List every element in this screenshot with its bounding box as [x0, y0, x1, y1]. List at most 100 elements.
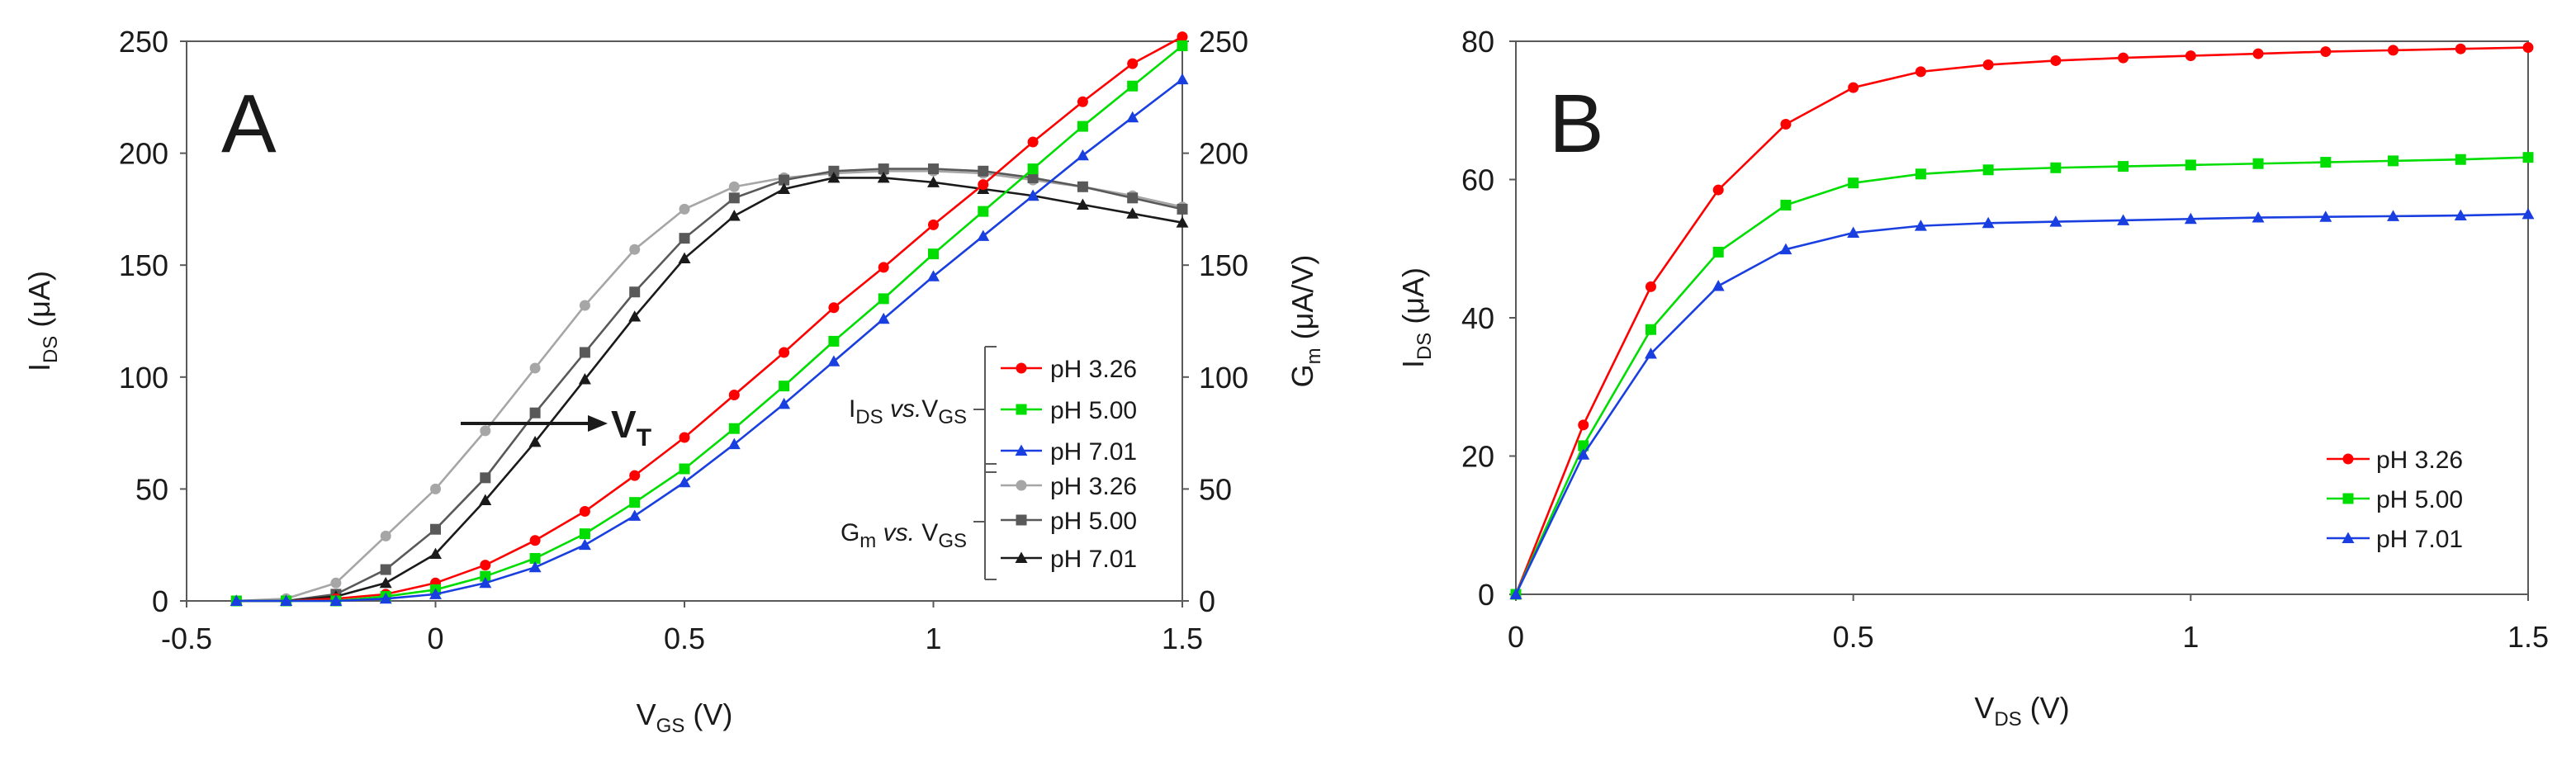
panel-a-data-point	[728, 192, 740, 204]
panel-a-vt-label-sub: T	[637, 424, 651, 452]
panel-a-data-point	[1177, 203, 1188, 215]
panel-b-data-point	[1982, 59, 1994, 70]
panel-a-y-right-tick-label: 100	[1199, 361, 1248, 395]
panel-a-data-point	[1026, 189, 1039, 201]
panel-a-x-tick-label: 0	[427, 622, 443, 655]
panel-b-data-point	[2252, 211, 2265, 223]
panel-a-y-left-axis-title-main: I	[22, 363, 56, 371]
panel-a-data-point	[1076, 149, 1089, 161]
panel-b-y-tick-label: 80	[1461, 25, 1494, 59]
panel-a-data-point	[528, 560, 542, 573]
panel-a-data-point	[828, 335, 840, 347]
panel-a-y-left-tick-label: 100	[119, 361, 168, 395]
panel-b-series-ph500	[1510, 152, 2534, 600]
panel-a-data-point	[1177, 40, 1188, 51]
panel-a-series-gm-ph701	[230, 171, 1189, 606]
panel-b-x-tick-label: 1	[2182, 620, 2199, 654]
panel-a-series-line	[236, 78, 1183, 603]
panel-a-vt-label: VT	[611, 403, 651, 452]
panel-a-data-point	[877, 171, 890, 183]
panel-b-data-point	[2185, 159, 2196, 171]
panel-a-data-point	[1027, 163, 1039, 175]
panel-b-data-point	[2454, 209, 2467, 221]
panel-a-data-point	[1076, 198, 1089, 210]
panel-a-data-point	[679, 463, 690, 475]
panel-a-x-axis-title: VGS (V)	[637, 697, 733, 737]
panel-a-data-point	[379, 592, 392, 604]
panel-a-data-point	[579, 347, 590, 358]
panel-b-y-axis-title-main: I	[1396, 360, 1430, 368]
panel-a-data-point	[679, 233, 690, 244]
panel-a-legend-group-label-ids: IDS vs.VGS	[849, 395, 967, 428]
panel-b-series-line	[1514, 46, 2529, 595]
panel-a-data-point	[479, 494, 492, 505]
panel-b-legend-swatch-marker	[2342, 532, 2355, 543]
panel-a-data-point	[430, 523, 441, 535]
legend-group-main2: V	[915, 519, 938, 546]
panel-b-data-point	[1847, 226, 1860, 238]
panel-b-data-point	[1780, 199, 1792, 210]
panel-a-data-point	[678, 252, 691, 264]
panel-a-legend-entry	[1001, 362, 1042, 374]
panel-a-legend-label: pH 3.26	[1050, 356, 1137, 383]
panel-a-x-axis-title-main: V	[637, 697, 656, 731]
panel-b-data-point	[2118, 161, 2129, 173]
legend-group-sub2: GS	[938, 406, 967, 428]
legend-group-main: G	[841, 519, 859, 546]
panel-b-legend-entry	[2327, 493, 2370, 504]
panel-a-data-point	[878, 163, 889, 175]
panel-a-data-point	[1077, 121, 1088, 132]
panel-a-data-point	[380, 530, 391, 541]
panel-a-y-left-tick-label: 150	[119, 248, 168, 282]
legend-group-main2: V	[921, 395, 938, 423]
panel-a-legend-entry	[1001, 514, 1042, 526]
panel-b-data-point	[1644, 348, 1657, 359]
panel-b-data-point	[2185, 50, 2196, 62]
panel-a-data-point	[1127, 192, 1139, 204]
panel-a-data-point	[629, 470, 641, 481]
panel-a-data-point	[977, 229, 990, 241]
panel-a-vt-arrow-head	[588, 415, 608, 432]
panel-a-data-point	[479, 576, 492, 589]
panel-a-data-point	[1027, 172, 1039, 183]
panel-a-data-point	[779, 381, 790, 392]
panel-a-data-point	[380, 564, 391, 575]
panel-a-y-right-axis-title-sub: m	[1303, 348, 1325, 364]
panel-a-series-ids-ph326	[230, 31, 1188, 607]
panel-b-legend-label: pH 3.26	[2376, 447, 2463, 474]
panel-b-y-axis-title: IDS (μA)	[1396, 267, 1436, 368]
panel-a-data-point	[579, 300, 590, 311]
panel-a-data-point	[679, 432, 690, 443]
panel-a-legend-label: pH 5.00	[1050, 397, 1137, 424]
legend-group-vs: vs.	[883, 395, 922, 423]
panel-b-series-line	[1514, 213, 2529, 595]
panel-a-y-right-tick-label: 250	[1199, 25, 1248, 59]
panel-a-x-axis-title-sub: GS	[656, 715, 685, 737]
panel-a-legend-entry	[1001, 480, 1042, 491]
panel-a-y-right-tick-label: 50	[1199, 472, 1232, 506]
panel-a-legend-swatch-marker	[1016, 362, 1027, 374]
panel-a-legend-label: pH 7.01	[1050, 546, 1137, 573]
panel-a-data-point	[1126, 207, 1139, 219]
panel-a-y-left-tick-label: 200	[119, 137, 168, 171]
panel-a-legend-swatch-marker	[1016, 404, 1027, 415]
panel-a-series-line	[236, 45, 1183, 603]
panel-a-legend-entry	[1001, 404, 1042, 415]
panel-a-legend-swatch-marker	[1015, 444, 1028, 456]
panel-a-data-point	[430, 483, 441, 494]
panel-a-x-tick-label: -0.5	[161, 622, 212, 655]
panel-a-data-point	[529, 535, 541, 546]
panel-b-x-axis-title: VDS (V)	[1974, 691, 2069, 731]
panel-a-legend-swatch-marker	[1016, 514, 1027, 526]
panel-a-legend-label: pH 7.01	[1050, 438, 1137, 466]
panel-a-data-point	[429, 588, 442, 599]
panel-b-x-tick-label: 1.5	[2507, 620, 2549, 654]
panel-b-y-tick-label: 20	[1461, 440, 1494, 474]
panel-a-data-point	[629, 286, 641, 298]
panel-b-data-point	[1848, 177, 1859, 189]
panel-b-data-point	[1779, 243, 1792, 255]
panel-a-data-point	[779, 347, 790, 358]
panel-a-data-point	[877, 312, 890, 324]
panel-b-data-point	[1509, 588, 1522, 599]
panel-a-vt-label-main: V	[611, 403, 637, 446]
